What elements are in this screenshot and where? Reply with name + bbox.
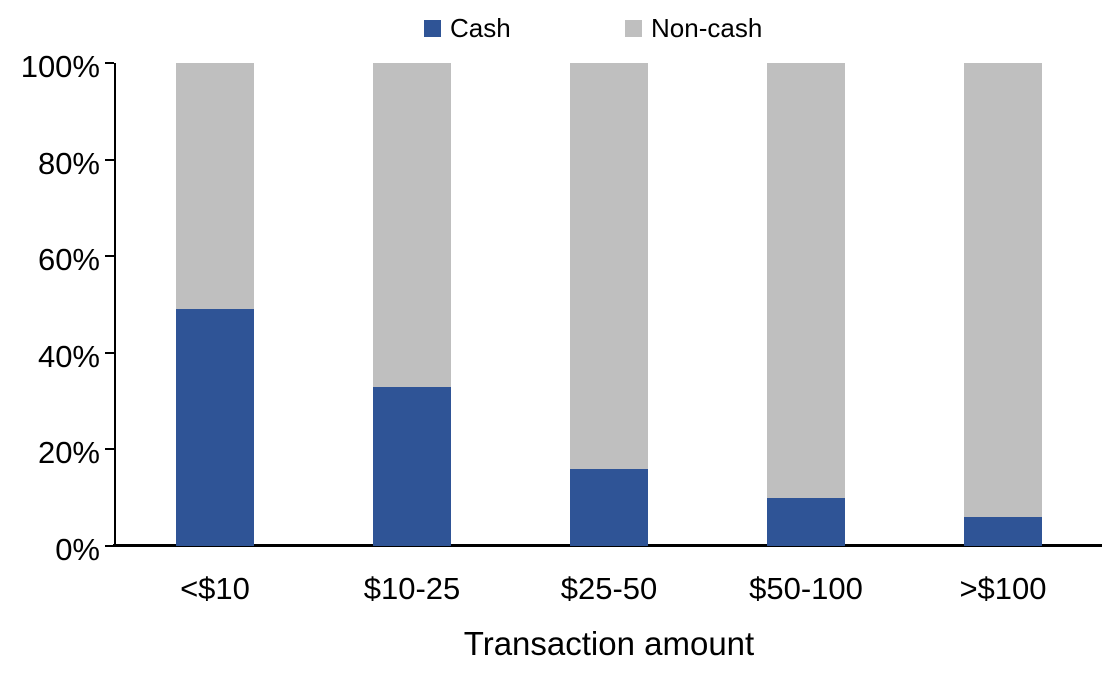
y-axis-tick — [105, 62, 114, 64]
y-axis-tick — [105, 448, 114, 450]
bar-segment-noncash — [176, 63, 254, 309]
bar-segment-noncash — [373, 63, 451, 387]
x-axis-category-label: >$100 — [959, 571, 1047, 606]
x-axis-category-label: $10-25 — [363, 571, 461, 606]
y-axis-tick-label: 100% — [20, 49, 100, 84]
cash-legend-swatch-icon — [424, 19, 441, 37]
noncash-legend-swatch-icon — [625, 19, 642, 37]
legend-item-noncash: Non-cash — [625, 13, 762, 43]
bar-segment-cash — [767, 498, 845, 546]
legend-label-noncash: Non-cash — [651, 13, 763, 43]
bar-segment-noncash — [767, 63, 845, 498]
x-axis-category-label: $50-100 — [749, 571, 863, 606]
bar-segment-cash — [373, 387, 451, 546]
y-axis-line — [114, 63, 116, 547]
y-axis-tick — [105, 545, 114, 547]
legend-item-cash: Cash — [424, 13, 511, 43]
chart-legend: Cash Non-cash — [0, 0, 1102, 50]
y-axis-tick — [105, 159, 114, 161]
y-axis-tick — [105, 352, 114, 354]
y-axis-tick-label: 0% — [55, 532, 100, 567]
y-axis-tick-label: 40% — [37, 339, 100, 374]
legend-label-cash: Cash — [450, 13, 511, 43]
x-axis-category-label: $25-50 — [560, 571, 658, 606]
bar-segment-noncash — [570, 63, 648, 469]
y-axis-tick-label: 20% — [37, 435, 100, 470]
bar-segment-noncash — [964, 63, 1042, 517]
y-axis-tick — [105, 255, 114, 257]
bar-segment-cash — [964, 517, 1042, 546]
y-axis-tick-label: 60% — [37, 242, 100, 277]
y-axis-tick-label: 80% — [37, 146, 100, 181]
bar-segment-cash — [176, 309, 254, 546]
x-axis-category-label: <$10 — [180, 571, 250, 606]
x-axis-title: Transaction amount — [463, 625, 755, 662]
bar-segment-cash — [570, 469, 648, 546]
